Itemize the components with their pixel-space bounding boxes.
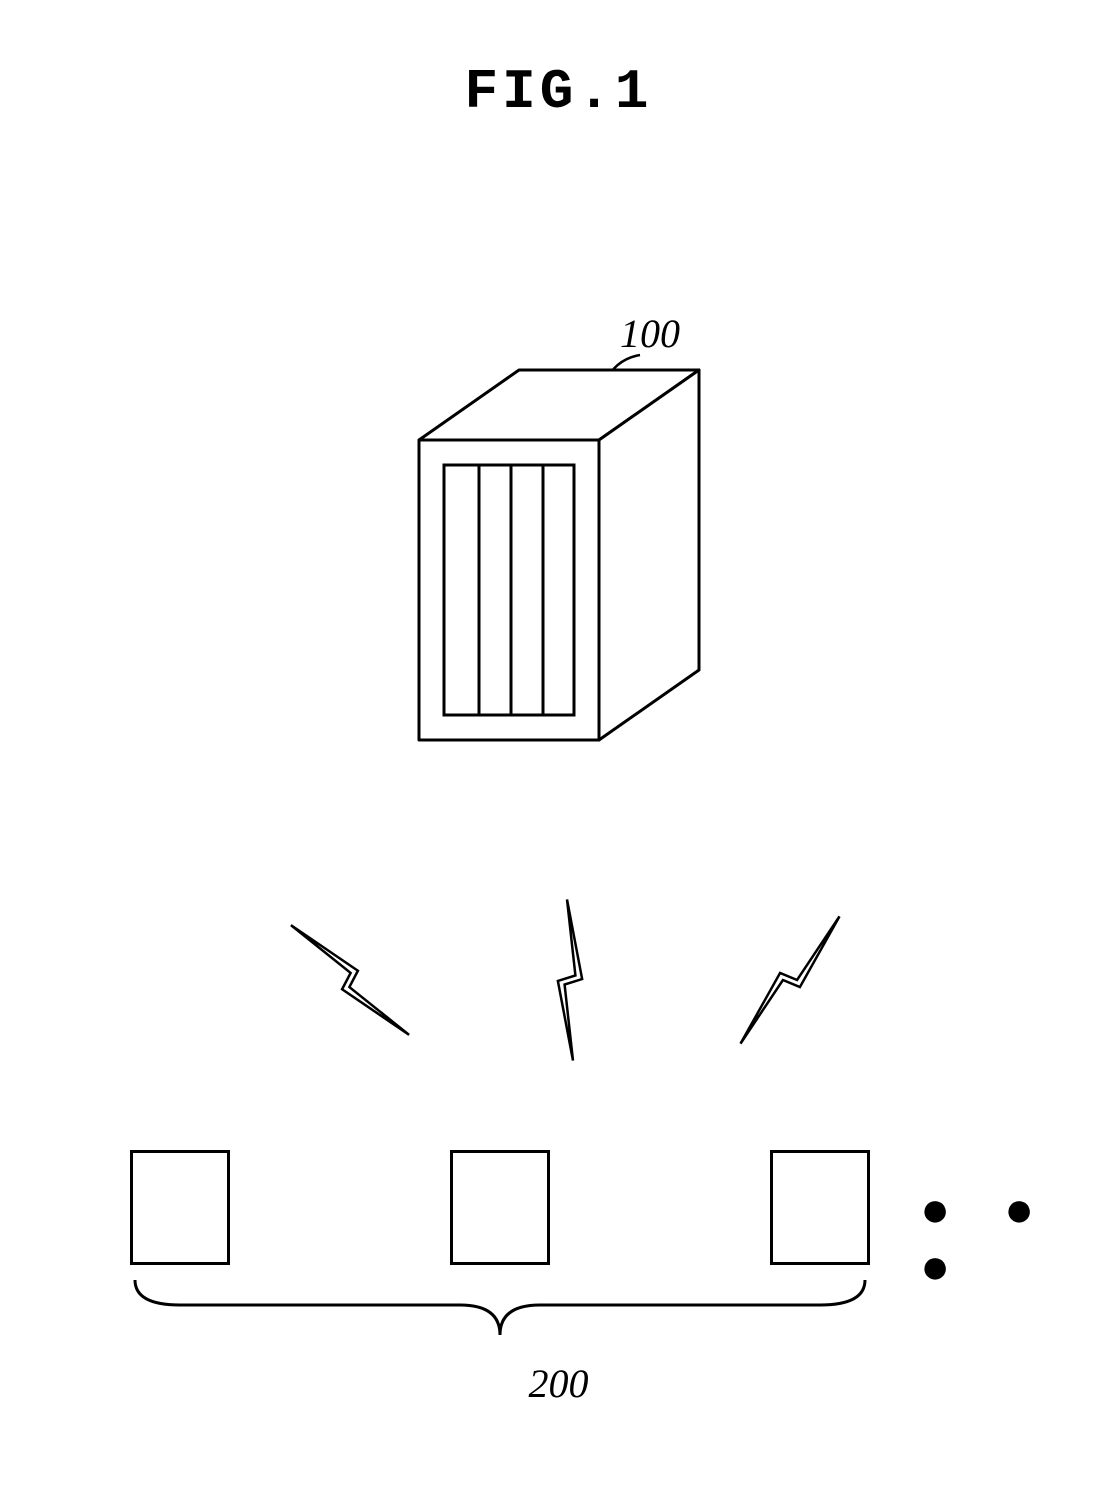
client-node-2 bbox=[450, 1150, 550, 1265]
clients-group-label: 200 bbox=[529, 1360, 589, 1407]
connection-bolt-center bbox=[480, 880, 660, 1080]
connection-bolt-right bbox=[700, 880, 880, 1080]
client-node-1 bbox=[130, 1150, 230, 1265]
figure-title: FIG.1 bbox=[464, 60, 652, 124]
group-brace bbox=[130, 1275, 870, 1350]
client-node-3 bbox=[770, 1150, 870, 1265]
server-node bbox=[399, 360, 719, 785]
ellipsis-dots: ● ● ● bbox=[920, 1185, 1117, 1299]
connection-bolt-left bbox=[260, 880, 440, 1080]
